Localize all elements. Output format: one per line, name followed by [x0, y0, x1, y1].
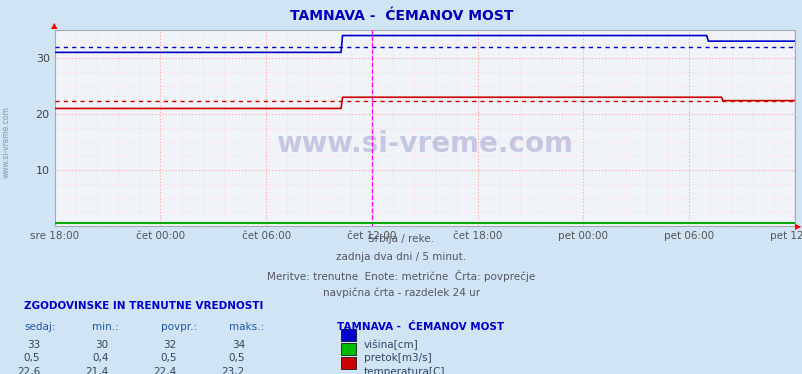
Text: ▶: ▶	[794, 222, 800, 231]
Text: 21,4: 21,4	[85, 367, 108, 374]
Text: povpr.:: povpr.:	[160, 322, 196, 332]
Text: maks.:: maks.:	[229, 322, 264, 332]
Text: višina[cm]: višina[cm]	[363, 340, 418, 350]
Text: www.si-vreme.com: www.si-vreme.com	[2, 106, 11, 178]
Text: 22,4: 22,4	[153, 367, 176, 374]
Text: 22,6: 22,6	[17, 367, 40, 374]
Text: 23,2: 23,2	[221, 367, 245, 374]
Text: Srbija / reke.: Srbija / reke.	[368, 234, 434, 244]
Text: 0,5: 0,5	[23, 353, 40, 364]
Text: navpična črta - razdelek 24 ur: navpična črta - razdelek 24 ur	[322, 288, 480, 298]
Text: TAMNAVA -  ĆEMANOV MOST: TAMNAVA - ĆEMANOV MOST	[337, 322, 504, 332]
Text: 33: 33	[26, 340, 40, 350]
Text: ▲: ▲	[51, 21, 58, 30]
Text: 34: 34	[231, 340, 245, 350]
Text: zadnja dva dni / 5 minut.: zadnja dva dni / 5 minut.	[336, 252, 466, 262]
Text: 0,5: 0,5	[160, 353, 176, 364]
Text: min.:: min.:	[92, 322, 119, 332]
Text: 0,5: 0,5	[228, 353, 245, 364]
Text: sedaj:: sedaj:	[24, 322, 55, 332]
Text: Meritve: trenutne  Enote: metrične  Črta: povprečje: Meritve: trenutne Enote: metrične Črta: …	[267, 270, 535, 282]
Text: temperatura[C]: temperatura[C]	[363, 367, 444, 374]
Text: TAMNAVA -  ĆEMANOV MOST: TAMNAVA - ĆEMANOV MOST	[290, 9, 512, 23]
Text: www.si-vreme.com: www.si-vreme.com	[276, 130, 573, 158]
Text: 32: 32	[163, 340, 176, 350]
Text: pretok[m3/s]: pretok[m3/s]	[363, 353, 431, 364]
Text: ZGODOVINSKE IN TRENUTNE VREDNOSTI: ZGODOVINSKE IN TRENUTNE VREDNOSTI	[24, 301, 263, 311]
Text: 30: 30	[95, 340, 108, 350]
Text: 0,4: 0,4	[91, 353, 108, 364]
